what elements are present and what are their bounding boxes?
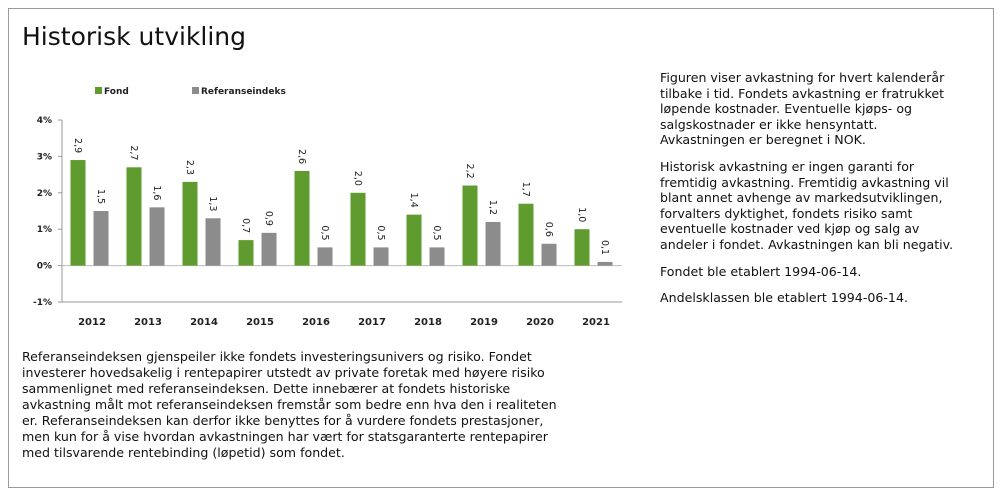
y-tick-label: -1% (33, 298, 52, 308)
text-line: forvalters dyktighet, fondets risiko sam… (660, 205, 913, 221)
text-line: investerer hovedsakelig i rentepapirer u… (22, 365, 545, 380)
bottom-text: Referanseindeksen gjenspeiler ikke fonde… (22, 349, 557, 461)
text-line: Referanseindeksen gjenspeiler ikke fonde… (22, 349, 532, 364)
x-tick-label: 2018 (414, 317, 442, 328)
bar (238, 240, 254, 266)
text-line: men kun for å vise hvordan avkastningen … (22, 429, 548, 444)
frame (8, 8, 994, 488)
bar (70, 160, 86, 266)
x-tick-label: 2012 (78, 317, 106, 328)
data-label: 1,7 (520, 182, 531, 197)
data-label: 2,9 (72, 138, 83, 153)
text-line: tilbake i tid. Fondets avkastning er fra… (660, 85, 945, 101)
bar (149, 207, 165, 266)
x-tick-label: 2016 (302, 317, 330, 328)
text-line: Andelsklassen ble etablert 1994-06-14. (660, 290, 908, 306)
right-text: Figuren viser avkastning for hvert kalen… (660, 70, 990, 317)
y-tick-label: 3% (37, 152, 52, 162)
data-label: 2,0 (352, 171, 363, 186)
bar (182, 181, 198, 266)
bar (485, 221, 501, 266)
data-label: 2,3 (184, 160, 195, 175)
data-label: 0,5 (375, 225, 386, 240)
text-line: avkastning målt mot referanseindeksen fr… (22, 397, 557, 412)
bar (294, 170, 310, 266)
legend-label: Fond (104, 87, 129, 97)
bar (205, 218, 221, 266)
bar (518, 203, 534, 266)
text-line: løpende kostnader. Eventuelle kjøps- og (660, 101, 913, 117)
text-line: Avkastningen er beregnet i NOK. (660, 132, 866, 148)
y-tick-label: 2% (37, 189, 52, 199)
data-label: 0,7 (240, 218, 251, 233)
data-label: 1,5 (95, 189, 106, 204)
x-tick-label: 2013 (134, 317, 162, 328)
bar (462, 185, 478, 266)
data-label: 2,7 (128, 145, 139, 160)
data-label: 0,5 (431, 225, 442, 240)
text-line: blant annet avhenge av markedsutviklinge… (660, 190, 943, 206)
text-line: andeler i fondet. Avkastningen kan bli n… (660, 236, 954, 252)
y-tick-label: 0% (37, 262, 52, 272)
data-label: 1,3 (207, 196, 218, 211)
data-label: 1,6 (151, 185, 162, 200)
bar (597, 261, 613, 266)
bar (261, 232, 277, 266)
data-label: 1,2 (487, 200, 498, 215)
text-line: Historisk avkastning er ingen garanti fo… (660, 158, 915, 174)
data-label: 2,6 (296, 149, 307, 164)
text-line: fremtidig avkastning. Fremtidig avkastni… (660, 174, 949, 190)
bar (541, 243, 557, 266)
paragraph: Historisk avkastning er ingen garanti fo… (660, 159, 990, 253)
text-line: med tilsvarende rentebinding (løpetid) s… (22, 445, 345, 460)
x-tick-label: 2014 (190, 317, 218, 328)
data-label: 0,6 (543, 222, 554, 237)
text-line: Fondet ble etablert 1994-06-14. (660, 263, 862, 279)
bar (373, 247, 389, 266)
data-label: 0,9 (263, 211, 274, 226)
bar (406, 214, 422, 266)
data-label: 0,1 (599, 240, 610, 255)
bar (126, 167, 142, 266)
data-label: 1,4 (408, 193, 419, 208)
x-tick-label: 2020 (526, 317, 554, 328)
paragraph: Andelsklassen ble etablert 1994-06-14. (660, 290, 990, 306)
x-tick-label: 2019 (470, 317, 498, 328)
bar (350, 192, 366, 266)
data-label: 2,2 (464, 164, 475, 179)
x-tick-label: 2015 (246, 317, 274, 328)
bar (429, 247, 445, 266)
legend-label: Referanseindeks (201, 87, 286, 97)
paragraph: Fondet ble etablert 1994-06-14. (660, 264, 990, 280)
text-line: salgskostnader er ikke hensyntatt. (660, 116, 878, 132)
text-line: er. Referanseindeksen kan derfor ikke be… (22, 413, 544, 428)
y-tick-label: 1% (37, 225, 52, 235)
data-label: 0,5 (319, 225, 330, 240)
title: Historisk utvikling (22, 22, 247, 51)
y-tick-label: 4% (37, 116, 52, 126)
x-tick-label: 2021 (582, 317, 610, 328)
text-line: Figuren viser avkastning for hvert kalen… (660, 70, 945, 85)
text-line: sammenlignet med referanseindeksen. Dett… (22, 381, 511, 396)
bar (574, 229, 590, 266)
data-label: 1,0 (576, 207, 587, 222)
legend-swatch (95, 87, 102, 94)
chart: 4% 3% 2% 1% 0% -1% Fond Referanseindeks 2012 2,9 1… (33, 87, 622, 328)
x-tick-label: 2017 (358, 317, 386, 328)
bar (93, 211, 109, 266)
bar (317, 247, 333, 266)
paragraph: Figuren viser avkastning for hvert kalen… (660, 70, 990, 148)
text-line: eventuelle kostnader ved kjøp og salg av (660, 221, 920, 237)
legend-swatch (192, 87, 199, 94)
